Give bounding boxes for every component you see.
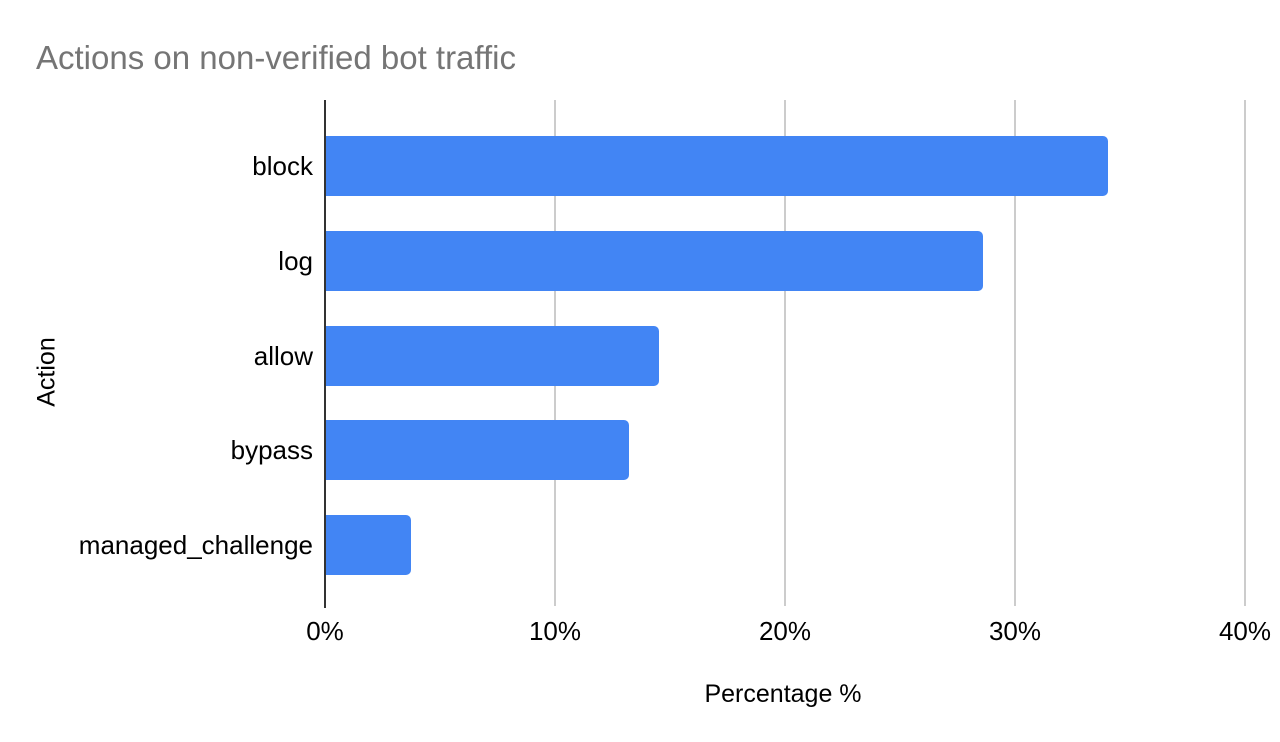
chart-title: Actions on non-verified bot traffic — [36, 39, 516, 76]
x-axis-title: Percentage % — [704, 680, 862, 708]
gridline-20% — [784, 100, 786, 606]
y-axis-baseline — [324, 100, 326, 608]
x-tick-label-10%: 10% — [528, 616, 582, 646]
category-label-bypass: bypass — [230, 435, 313, 465]
gridline-40% — [1244, 100, 1246, 606]
x-tick-label-20%: 20% — [758, 616, 812, 646]
category-label-block: block — [252, 151, 313, 181]
x-tick-label-30%: 30% — [988, 616, 1042, 646]
bar-allow — [326, 326, 659, 386]
category-label-managed_challenge: managed_challenge — [78, 530, 313, 560]
bar-log — [326, 231, 983, 291]
category-label-allow: allow — [253, 341, 313, 371]
category-label-log: log — [278, 246, 313, 276]
x-tick-label-0%: 0% — [306, 616, 344, 646]
y-axis-title: Action — [32, 337, 61, 407]
bar-bypass — [326, 420, 629, 480]
x-tick-label-40%: 40% — [1218, 616, 1272, 646]
gridline-30% — [1014, 100, 1016, 606]
bar-block — [326, 136, 1108, 196]
bar-managed_challenge — [326, 515, 411, 575]
